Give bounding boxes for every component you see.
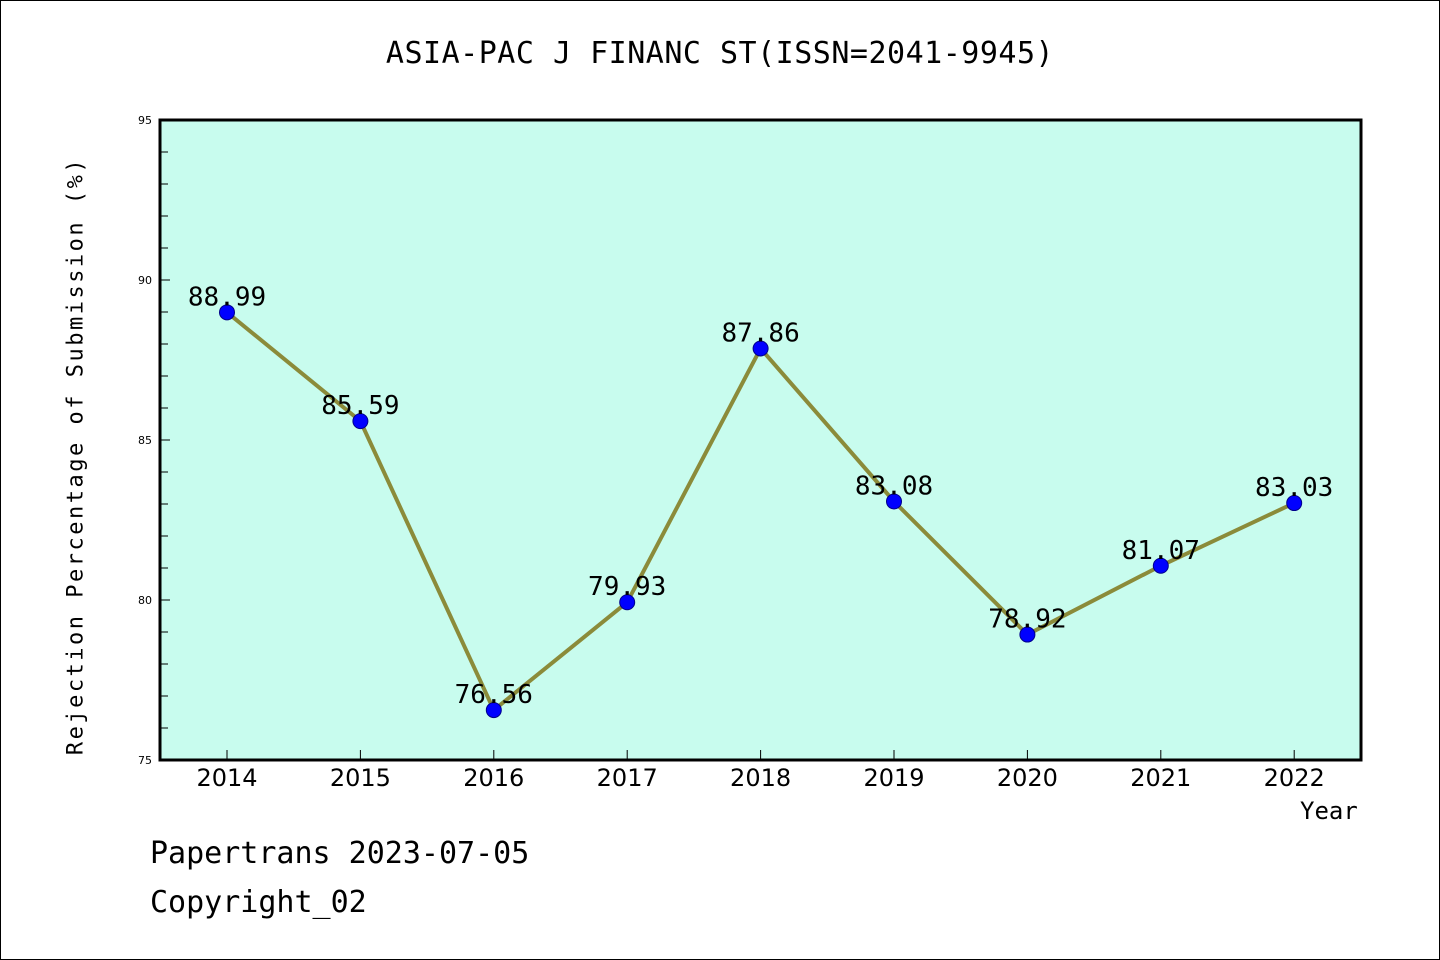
x-tick-label: 2019: [863, 764, 924, 792]
x-tick-label: 2018: [730, 764, 791, 792]
x-tick-labels: 2014 2015 2016 2017 2018 2019 2020 2021 2022: [196, 764, 1324, 792]
y-tick-label: 90: [138, 274, 152, 287]
data-point: [352, 413, 369, 430]
data-labels: 88.99 85.59 76.56 79.93 87.86 83.08 78.92 81.07…: [188, 282, 1333, 710]
data-label: 87.86: [721, 318, 799, 348]
footer-date: Papertrans 2023-07-05: [150, 836, 530, 871]
x-tick-label: 2020: [997, 764, 1058, 792]
x-tick-marks: [226, 750, 1295, 760]
data-label: 88.99: [188, 282, 266, 312]
x-tick-label: 2015: [330, 764, 391, 792]
data-point: [1152, 557, 1169, 574]
data-label: 83.03: [1255, 473, 1333, 503]
y-tick-labels: 75 80 85 90 95: [138, 114, 152, 767]
footer-copyright: Copyright_02: [150, 885, 367, 920]
x-tick-label: 2017: [597, 764, 658, 792]
y-tick-marks: [160, 119, 170, 761]
data-point: [219, 304, 235, 321]
data-point: [485, 702, 502, 719]
data-label: 79.93: [588, 572, 666, 602]
data-point: [619, 594, 636, 611]
data-label: 81.07: [1122, 536, 1200, 566]
chart-title: ASIA-PAC J FINANC ST(ISSN=2041-9945): [385, 36, 1055, 71]
y-axis-label: Rejection Percentage of Submission (%): [63, 156, 89, 756]
x-tick-label: 2016: [463, 764, 524, 792]
data-points: [219, 304, 1303, 719]
y-tick-label: 80: [138, 594, 152, 607]
data-label: 83.08: [855, 471, 933, 501]
data-label: 76.56: [455, 680, 533, 710]
data-point: [1286, 495, 1303, 512]
x-tick-label: 2014: [196, 764, 257, 792]
data-point: [752, 340, 769, 357]
y-tick-label: 75: [138, 754, 152, 767]
plot-area: [158, 118, 1363, 762]
y-tick-label: 85: [138, 434, 152, 447]
x-tick-label: 2021: [1130, 764, 1191, 792]
data-point: [886, 493, 902, 510]
data-label: 85.59: [321, 391, 399, 421]
data-label: 78.92: [988, 605, 1066, 635]
x-axis-label: Year: [1300, 797, 1358, 825]
x-tick-label: 2022: [1264, 764, 1325, 792]
data-point: [1019, 626, 1036, 643]
y-tick-label: 95: [138, 114, 152, 127]
